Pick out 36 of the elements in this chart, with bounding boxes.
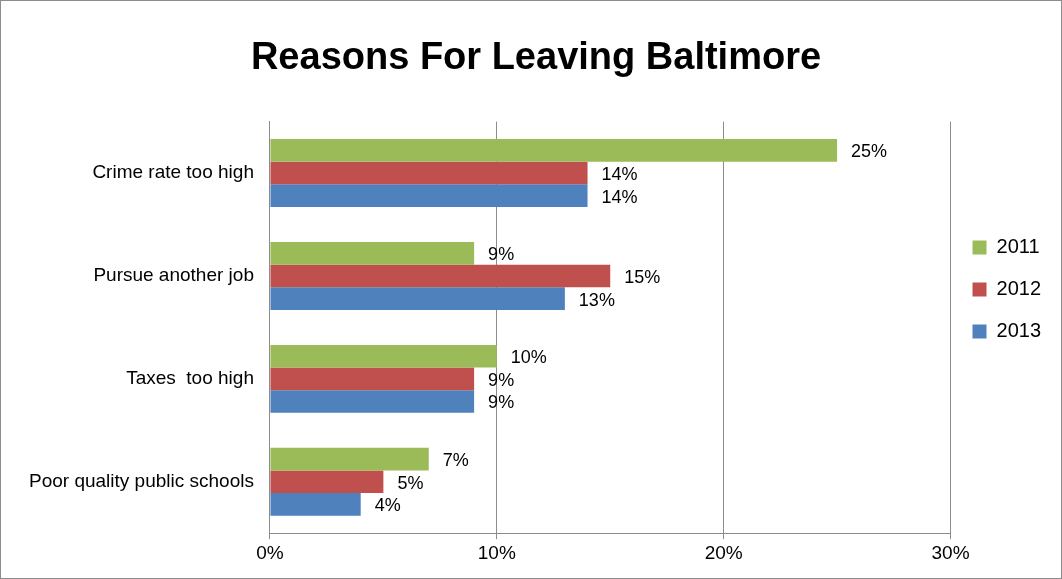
- x-tick-label: 30%: [931, 541, 970, 563]
- chart-title: Reasons For Leaving Baltimore: [250, 35, 822, 78]
- data-label: 5%: [397, 472, 424, 493]
- x-tick-label: 10%: [477, 541, 516, 563]
- bar: [270, 493, 361, 516]
- data-label: 9%: [488, 392, 515, 413]
- data-label: 7%: [442, 450, 469, 471]
- y-tick-label: Pursue another job: [93, 264, 254, 286]
- data-label: 9%: [488, 244, 515, 265]
- data-label: 14%: [601, 186, 638, 207]
- bar: [270, 241, 475, 265]
- data-label: 14%: [601, 164, 638, 185]
- data-label: 13%: [578, 289, 615, 310]
- x-tick-label: 20%: [704, 541, 743, 563]
- bar: [270, 390, 475, 413]
- bar: [270, 367, 475, 391]
- bar: [270, 184, 588, 208]
- data-label: 9%: [488, 369, 515, 390]
- y-tick-label: Taxes too high: [126, 367, 254, 389]
- legend-label: 2012: [996, 277, 1042, 300]
- bar: [270, 287, 565, 310]
- y-tick-label: Poor quality public schools: [28, 469, 254, 491]
- data-label: 25%: [851, 141, 888, 162]
- bar: [270, 470, 384, 494]
- y-tick-label: Crime rate too high: [92, 161, 254, 183]
- data-label: 15%: [624, 266, 661, 287]
- bar: [270, 344, 497, 368]
- legend-label: 2013: [996, 319, 1042, 342]
- x-tick-label: 0%: [256, 541, 284, 563]
- bar: [270, 139, 838, 162]
- bar: [270, 161, 588, 185]
- legend-label: 2011: [996, 235, 1040, 258]
- bar: [270, 264, 611, 288]
- data-label: 10%: [510, 347, 547, 368]
- bar: [270, 447, 429, 471]
- data-label: 4%: [374, 495, 401, 516]
